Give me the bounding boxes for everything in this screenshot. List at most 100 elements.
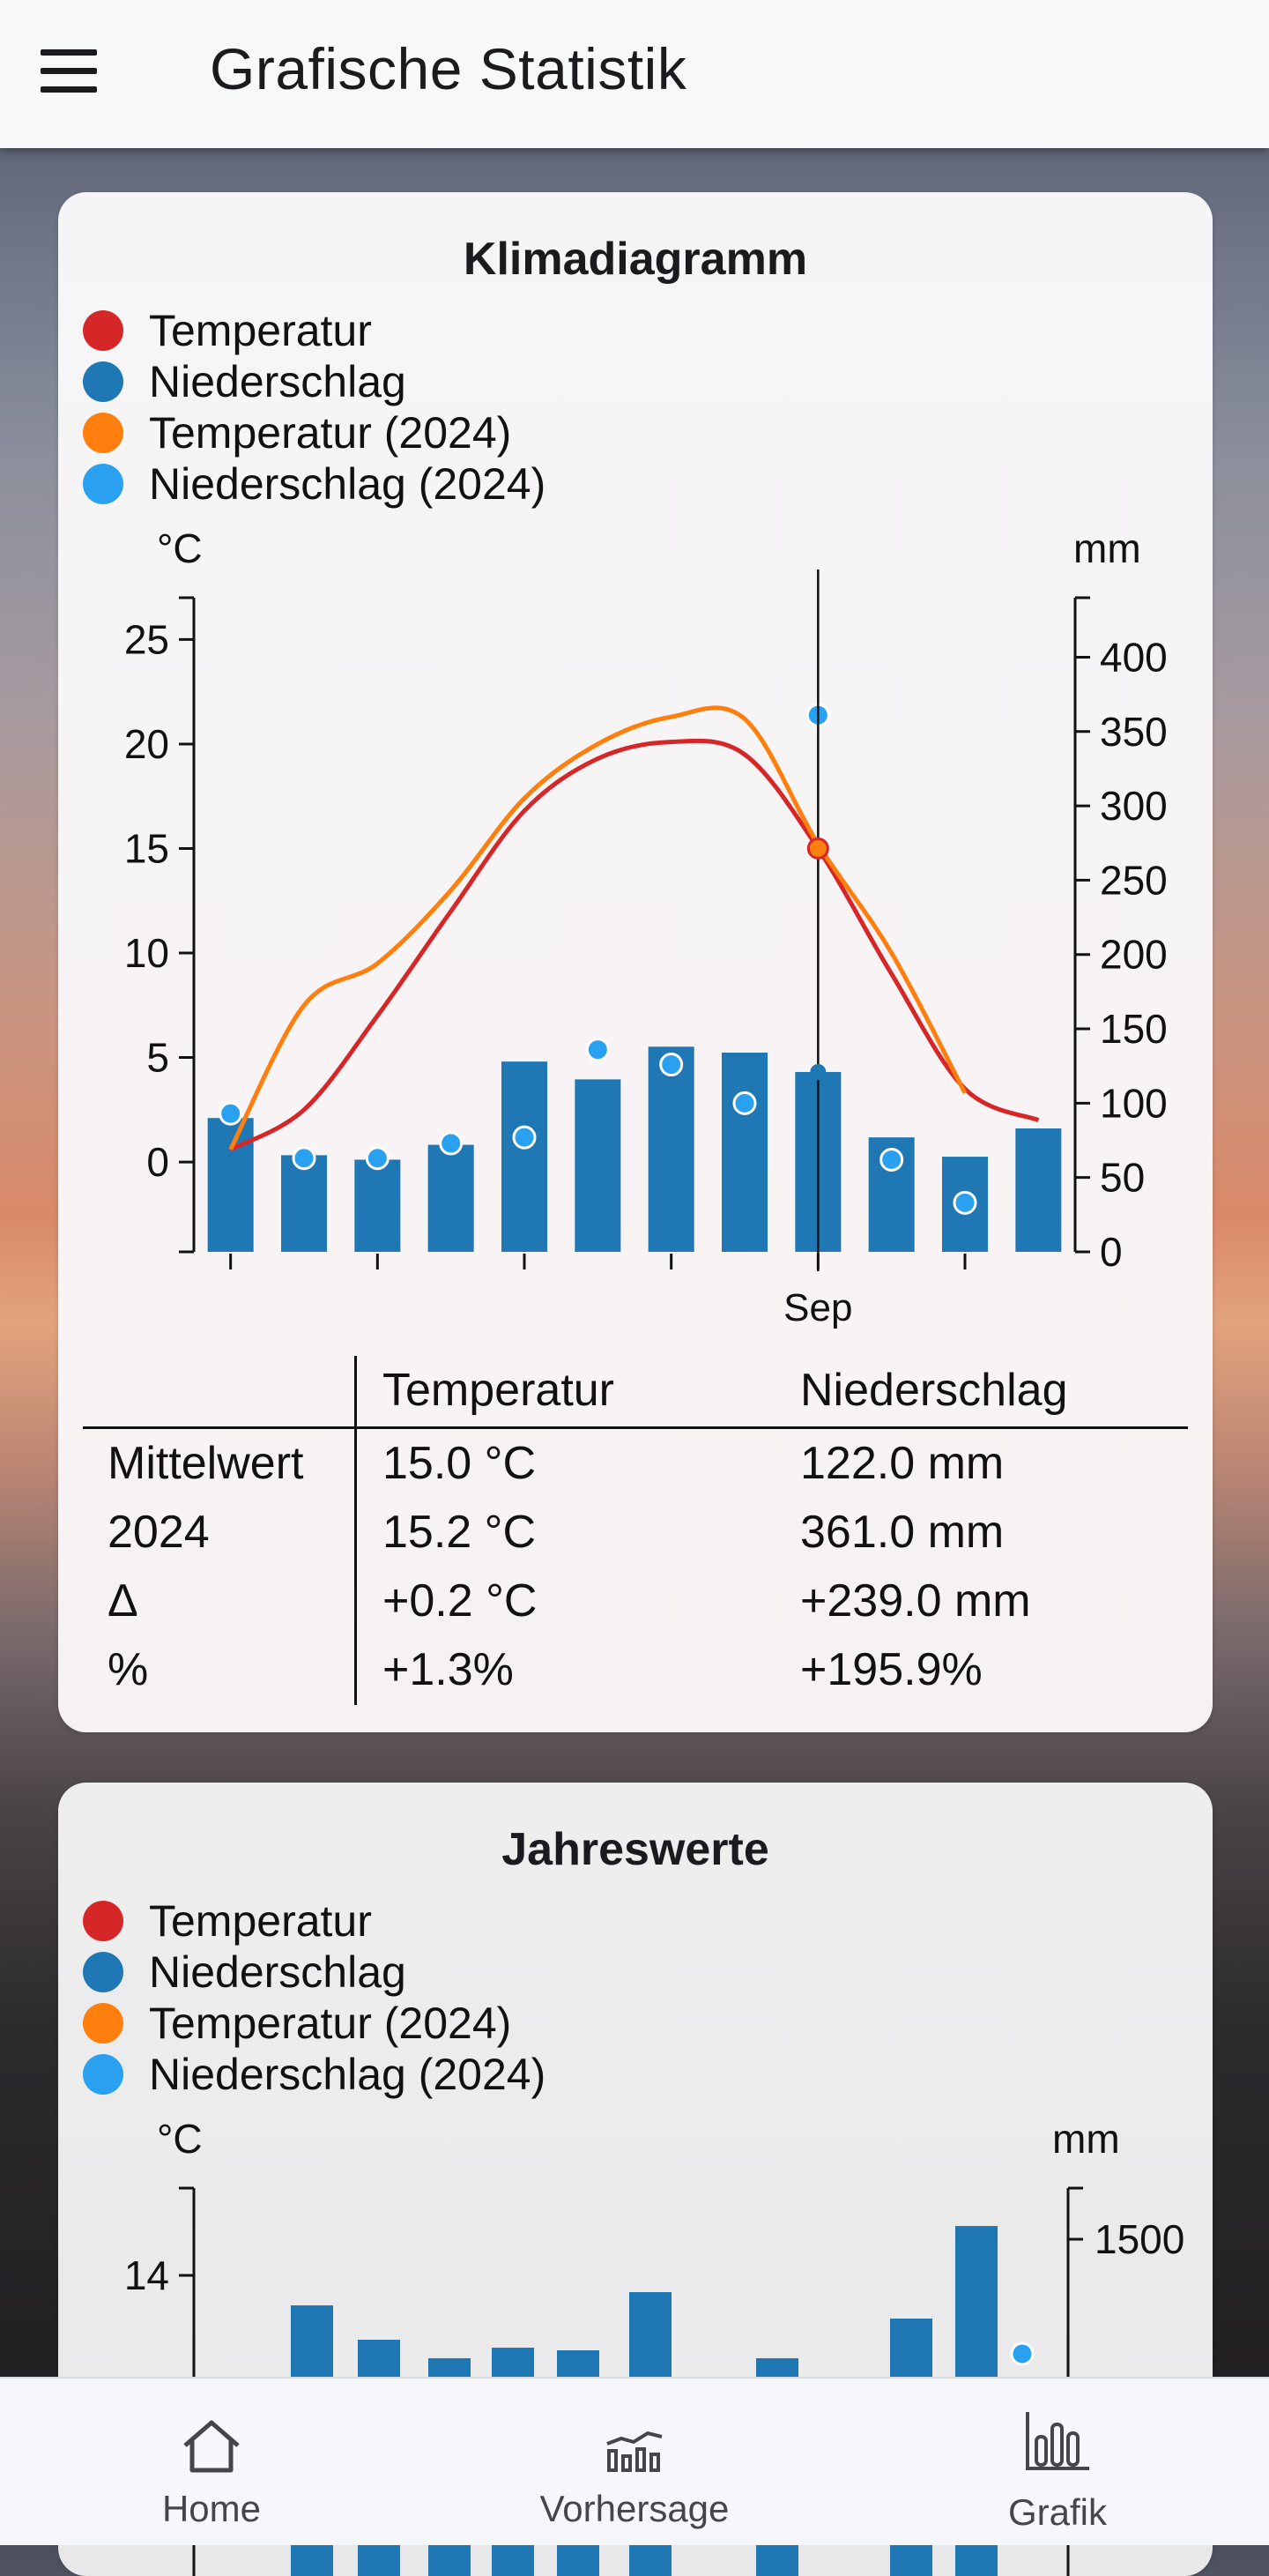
- y-axis-right-unit: mm: [1052, 2116, 1120, 2162]
- legend-item-temperatur[interactable]: Temperatur: [83, 305, 545, 356]
- climate-chart[interactable]: °C mm0510152025050100150200250300350400Se…: [58, 192, 1213, 1347]
- table-header-row: Temperatur Niederschlag: [83, 1356, 1188, 1429]
- y-left-tick-label: 14: [124, 2252, 169, 2298]
- selected-point-temperatur: [806, 837, 829, 860]
- y-left-tick-label: 5: [146, 1035, 169, 1081]
- table-row: Δ +0.2 °C +239.0 mm: [83, 1567, 1188, 1635]
- bar-niederschlag: [722, 1053, 768, 1252]
- table-divider: [354, 1356, 357, 1705]
- legend-dot: [83, 2003, 123, 2044]
- card-title: Jahreswerte: [501, 1824, 769, 1875]
- card-title: Klimadiagramm: [463, 234, 808, 285]
- legend-dot: [83, 2054, 123, 2095]
- x-axis-selected-label: Sep: [783, 1286, 852, 1329]
- legend-item-niederschlag-2024[interactable]: Niederschlag (2024): [83, 458, 545, 510]
- page-title: Grafische Statistik: [210, 36, 687, 101]
- legend-dot: [83, 310, 123, 351]
- line-temperatur-2024: [228, 705, 968, 1150]
- legend-item-temperatur-2024[interactable]: Temperatur (2024): [83, 407, 545, 458]
- table-cell: +195.9%: [800, 1644, 983, 1695]
- legend-label: Temperatur (2024): [149, 408, 512, 458]
- table-row: % +1.3% +195.9%: [83, 1635, 1188, 1704]
- y-right-tick-label: 350: [1100, 709, 1168, 755]
- y-left-tick-label: 10: [124, 930, 169, 976]
- table-cell: Mittelwert: [108, 1438, 304, 1489]
- legend-item-temperatur[interactable]: Temperatur: [83, 1895, 545, 1947]
- point-niederschlag-2024: [1010, 2341, 1035, 2366]
- legend-label: Niederschlag (2024): [149, 459, 546, 509]
- y-right-tick-label: 400: [1100, 634, 1168, 680]
- y-axis-left-unit: °C: [157, 2116, 203, 2162]
- y-left-tick-label: 20: [124, 721, 169, 767]
- y-left-tick-label: 25: [124, 616, 169, 662]
- y-right-tick-label: 200: [1100, 932, 1168, 978]
- bar-niederschlag: [207, 1118, 254, 1252]
- point-niederschlag-2024: [365, 1146, 390, 1171]
- bar-niederschlag: [354, 1159, 401, 1252]
- legend-dot: [83, 464, 123, 504]
- table-cell: %: [108, 1644, 149, 1695]
- table-cell: 15.2 °C: [382, 1507, 537, 1558]
- y-right-tick-label: 150: [1100, 1006, 1168, 1052]
- point-niederschlag-2024: [219, 1101, 243, 1126]
- chart-legend: Temperatur Niederschlag Temperatur (2024…: [83, 305, 545, 510]
- table-header: Temperatur: [382, 1365, 614, 1416]
- bottom-navigation: Home Vorhersage Grafik: [0, 2377, 1269, 2545]
- y-axis-left-unit: °C: [157, 525, 203, 571]
- point-niederschlag-2024: [439, 1131, 464, 1156]
- y-left-tick-label: 15: [124, 825, 169, 871]
- bar-chart-icon: [1026, 2412, 1089, 2470]
- legend-item-niederschlag[interactable]: Niederschlag: [83, 356, 545, 407]
- table-header: Niederschlag: [800, 1365, 1068, 1416]
- chart-legend: Temperatur Niederschlag Temperatur (2024…: [83, 1895, 545, 2100]
- point-niederschlag-2024: [659, 1053, 684, 1077]
- stats-table: Temperatur Niederschlag Mittelwert 15.0 …: [83, 1356, 1188, 1705]
- bar-niederschlag: [427, 1144, 474, 1252]
- table-row: Mittelwert 15.0 °C 122.0 mm: [83, 1429, 1188, 1498]
- legend-label: Temperatur (2024): [149, 1999, 512, 2048]
- nav-forecast[interactable]: Vorhersage: [511, 2379, 758, 2545]
- line-temperatur: [229, 738, 1040, 1152]
- y-axis-right-unit: mm: [1073, 525, 1141, 571]
- bar-niederschlag: [501, 1061, 547, 1252]
- nav-label: Home: [161, 2488, 262, 2529]
- y-right-tick-label: 250: [1100, 857, 1168, 903]
- nav-label: Grafik: [1007, 2491, 1107, 2533]
- legend-label: Temperatur: [149, 1896, 372, 1946]
- y-right-tick-label: 0: [1100, 1229, 1123, 1275]
- legend-dot: [83, 413, 123, 453]
- table-cell: +0.2 °C: [382, 1575, 538, 1627]
- bar-niederschlag: [648, 1046, 694, 1252]
- nav-label: Vorhersage: [539, 2488, 730, 2529]
- table-cell: 361.0 mm: [800, 1507, 1005, 1558]
- selected-point-niederschlag: [810, 1063, 827, 1080]
- legend-dot: [83, 361, 123, 402]
- y-right-tick-label: 50: [1100, 1155, 1145, 1201]
- y-left-tick-label: 0: [146, 1139, 169, 1185]
- legend-dot: [83, 1952, 123, 1992]
- legend-label: Niederschlag: [149, 1947, 406, 1997]
- y-right-tick-label: 100: [1100, 1080, 1168, 1126]
- point-niederschlag-2024: [953, 1190, 977, 1215]
- point-niederschlag-2024: [512, 1125, 537, 1150]
- nav-home[interactable]: Home: [123, 2379, 300, 2545]
- table-cell: +239.0 mm: [800, 1575, 1031, 1627]
- climate-chart-card: Klimadiagramm Temperatur Niederschlag Te…: [58, 192, 1213, 1732]
- y-right-tick-label: 300: [1100, 783, 1168, 829]
- table-cell: 122.0 mm: [800, 1438, 1005, 1489]
- point-niederschlag-2024: [292, 1146, 316, 1171]
- legend-label: Temperatur: [149, 306, 372, 355]
- legend-item-niederschlag[interactable]: Niederschlag: [83, 1947, 545, 1998]
- point-niederschlag-2024: [732, 1091, 757, 1115]
- table-row: 2024 15.2 °C 361.0 mm: [83, 1498, 1188, 1567]
- legend-item-temperatur-2024[interactable]: Temperatur (2024): [83, 1998, 545, 2049]
- bar-niederschlag: [281, 1155, 327, 1252]
- legend-label: Niederschlag (2024): [149, 2050, 546, 2099]
- legend-item-niederschlag-2024[interactable]: Niederschlag (2024): [83, 2049, 545, 2100]
- forecast-icon: [606, 2431, 663, 2472]
- menu-icon[interactable]: [41, 49, 104, 99]
- bar-niederschlag: [1015, 1128, 1062, 1252]
- table-cell: 15.0 °C: [382, 1438, 537, 1489]
- nav-grafik[interactable]: Grafik: [969, 2379, 1146, 2545]
- table-cell: +1.3%: [382, 1644, 514, 1695]
